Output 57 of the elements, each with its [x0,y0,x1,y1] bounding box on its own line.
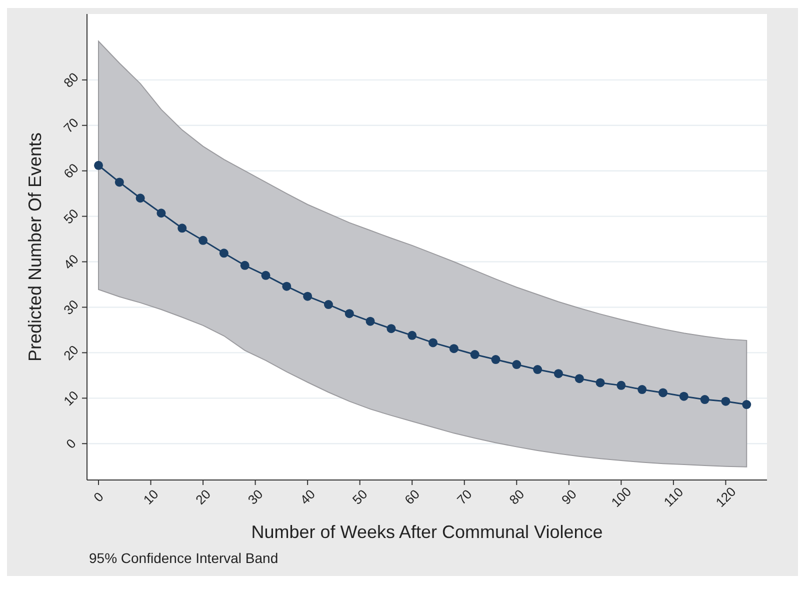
point [596,378,605,388]
x-tick-label: 90 [558,486,580,508]
x-tick-label: 40 [297,486,318,508]
point [114,178,124,187]
y-tick-label: 10 [60,388,82,409]
point [554,369,563,378]
y-axis-title: Predicted Number Of Events [25,132,45,362]
y-tick-label: 20 [60,342,82,364]
x-tick-label: 70 [454,486,475,508]
x-tick-label: 20 [192,486,214,508]
point [240,260,250,270]
point [94,160,103,170]
y-tick-label: 60 [60,160,82,182]
text: 95% Confidence Interval Band [89,550,278,566]
point [344,309,354,318]
point [638,385,647,394]
point [261,270,270,280]
point [408,330,417,340]
x-tick-label: 0 [90,489,106,505]
point [449,344,458,354]
point [324,300,333,310]
x-tick-label: 120 [712,484,739,510]
point [198,236,208,245]
y-tick-label: 0 [63,436,79,452]
x-tick-label: 100 [608,484,634,510]
point [136,194,145,203]
point [679,392,688,401]
x-tick-label: 80 [506,486,528,508]
x-axis-title: Number of Weeks After Communal Violence [251,522,603,542]
x-tick-label: 30 [244,486,266,508]
x-tick-label: 50 [349,486,370,508]
x-tick-label: 10 [140,486,162,508]
point [533,365,542,374]
y-tick-label: 40 [60,251,82,272]
y-tick-label: 70 [60,114,82,136]
point [721,396,730,406]
point [574,374,584,384]
point [512,360,522,370]
point [386,324,396,334]
point [491,355,500,364]
point [700,395,710,404]
x-tick-label: 60 [402,486,423,508]
point [282,282,292,291]
y-tick-label: 80 [60,70,82,90]
point [219,248,228,258]
point [742,400,752,410]
point [178,224,187,233]
x-tick-label: 110 [660,484,686,510]
point [428,338,438,348]
point [303,292,312,301]
point [616,380,626,390]
y-tick-label: 50 [60,206,82,227]
point [658,388,668,398]
point [366,316,375,326]
point [156,208,166,218]
y-tick-label: 30 [60,296,82,318]
point [470,350,480,360]
